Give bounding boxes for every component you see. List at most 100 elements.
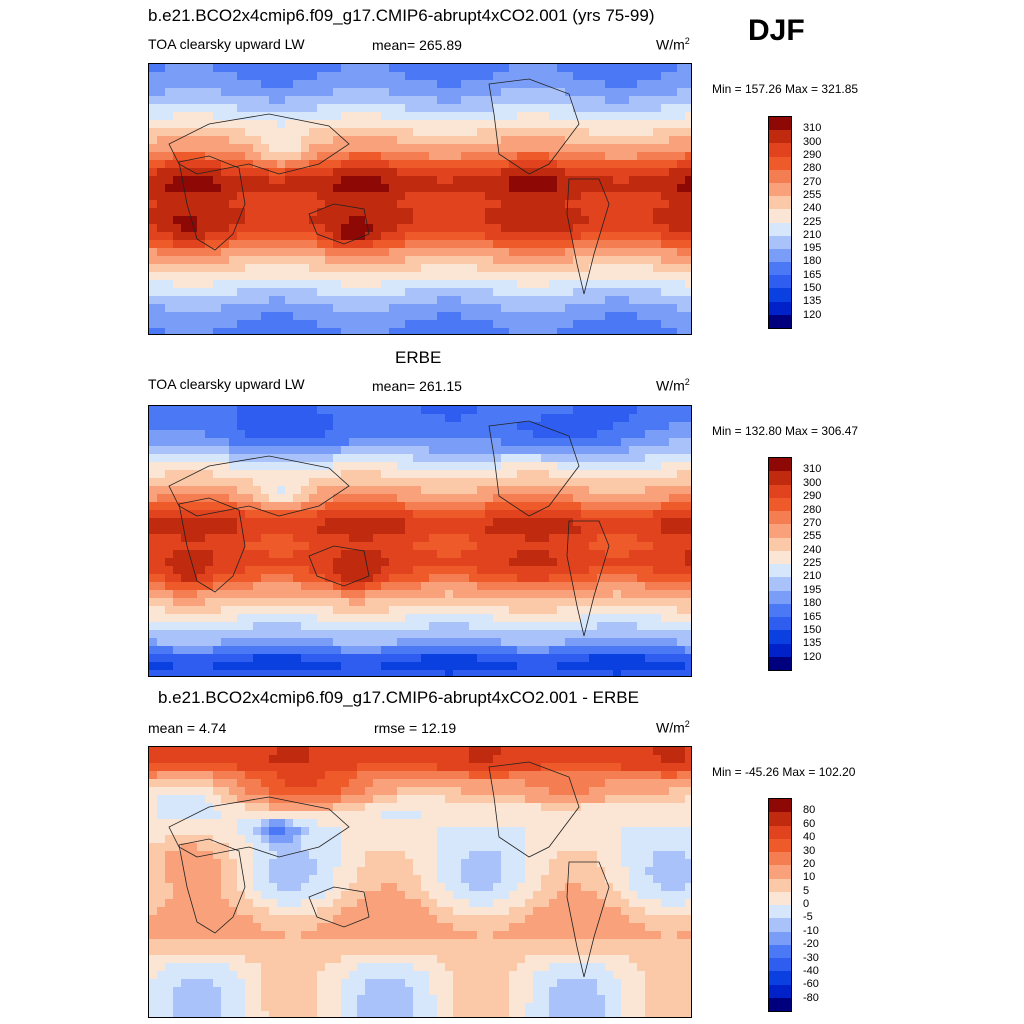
panel3-units: W/m2 — [656, 719, 690, 736]
panel1-units: W/m2 — [656, 36, 690, 53]
colorbar-label: 290 — [803, 490, 822, 503]
panel3-mean-label: mean = 4.74 — [148, 720, 227, 736]
panel3-rmse-label: rmse = 12.19 — [374, 720, 457, 736]
colorbar-label: 225 — [803, 557, 822, 569]
panel1-coastline — [178, 155, 246, 251]
season-label: DJF — [748, 14, 805, 47]
panel2-colorbar — [768, 457, 792, 671]
panel1-title: b.e21.BCO2x4cmip6.f09_g17.CMIP6-abrupt4x… — [148, 6, 655, 25]
colorbar-swatch — [769, 314, 791, 328]
colorbar-swatch — [769, 288, 791, 302]
colorbar-label: 255 — [803, 530, 822, 543]
colorbar-swatch — [769, 222, 791, 236]
panel1-colorbar — [768, 116, 792, 329]
colorbar-label: 150 — [803, 623, 822, 636]
colorbar-label: 10 — [803, 871, 816, 884]
colorbar-label: 180 — [803, 255, 822, 268]
colorbar-swatch — [769, 590, 791, 604]
colorbar-swatch — [769, 511, 791, 525]
panel1-variable-label: TOA clearsky upward LW — [148, 36, 305, 52]
colorbar-swatch — [769, 603, 791, 617]
colorbar-swatch — [769, 878, 791, 892]
panel2-variable-label: TOA clearsky upward LW — [148, 376, 305, 392]
colorbar-swatch — [769, 458, 791, 472]
colorbar-swatch — [769, 838, 791, 852]
panel3-coastline — [178, 838, 246, 934]
colorbar-label: 135 — [803, 637, 822, 650]
colorbar-label: 280 — [803, 503, 822, 516]
panel2-map — [148, 405, 692, 677]
colorbar-swatch — [769, 169, 791, 183]
colorbar-label: 150 — [803, 282, 822, 295]
panel1-coastline — [566, 178, 610, 295]
colorbar-swatch — [769, 997, 791, 1011]
colorbar-label: 20 — [803, 857, 816, 870]
colorbar-label: 240 — [803, 202, 822, 215]
panel1-map — [148, 63, 692, 335]
panel3-coastline — [308, 886, 370, 928]
colorbar-label: 80 — [803, 804, 816, 817]
panel3-colorbar — [768, 798, 792, 1012]
colorbar-swatch — [769, 275, 791, 289]
colorbar-swatch — [769, 852, 791, 866]
colorbar-label: 30 — [803, 844, 816, 857]
colorbar-swatch — [769, 537, 791, 551]
colorbar-label: 270 — [803, 516, 822, 529]
colorbar-label: 300 — [803, 135, 822, 148]
colorbar-label: 180 — [803, 597, 822, 610]
panel2-minmax: Min = 132.80 Max = 306.47 — [712, 424, 859, 438]
colorbar-label: 120 — [803, 650, 822, 663]
panel2-coastline — [178, 497, 246, 593]
colorbar-label: 290 — [803, 148, 822, 161]
colorbar-swatch — [769, 865, 791, 879]
colorbar-label: -80 — [803, 991, 819, 1004]
colorbar-label: 40 — [803, 831, 816, 844]
colorbar-swatch — [769, 643, 791, 657]
panel2-title: ERBE — [395, 348, 442, 367]
colorbar-swatch — [769, 958, 791, 972]
colorbar-label: 195 — [803, 583, 822, 596]
panel2-mean-label: mean= 261.15 — [372, 378, 462, 394]
panel1-coastline — [168, 113, 350, 175]
colorbar-label: 195 — [803, 242, 822, 255]
colorbar-label: 60 — [803, 817, 816, 830]
colorbar-swatch — [769, 564, 791, 578]
colorbar-label: 310 — [803, 463, 822, 476]
colorbar-label: -40 — [803, 964, 819, 977]
colorbar-swatch — [769, 825, 791, 839]
panel2-coastline — [168, 455, 350, 517]
colorbar-swatch — [769, 891, 791, 905]
colorbar-swatch — [769, 971, 791, 985]
colorbar-swatch — [769, 209, 791, 223]
colorbar-swatch — [769, 262, 791, 276]
colorbar-label: 240 — [803, 543, 822, 556]
panel3-minmax: Min = -45.26 Max = 102.20 — [712, 765, 856, 779]
colorbar-swatch — [769, 301, 791, 315]
colorbar-swatch — [769, 484, 791, 498]
colorbar-swatch — [769, 471, 791, 485]
colorbar-swatch — [769, 143, 791, 157]
colorbar-swatch — [769, 156, 791, 170]
colorbar-label: 210 — [803, 570, 822, 583]
colorbar-swatch — [769, 577, 791, 591]
colorbar-swatch — [769, 196, 791, 210]
colorbar-swatch — [769, 524, 791, 538]
colorbar-label: 0 — [803, 898, 810, 910]
colorbar-label: -10 — [803, 924, 819, 937]
colorbar-label: 165 — [803, 610, 822, 623]
colorbar-swatch — [769, 117, 791, 131]
colorbar-swatch — [769, 984, 791, 998]
colorbar-label: 300 — [803, 476, 822, 489]
colorbar-label: 255 — [803, 188, 822, 201]
colorbar-swatch — [769, 918, 791, 932]
panel1-mean-label: mean= 265.89 — [372, 37, 462, 53]
colorbar-label: 210 — [803, 228, 822, 241]
panel3-title: b.e21.BCO2x4cmip6.f09_g17.CMIP6-abrupt4x… — [158, 688, 639, 707]
colorbar-swatch — [769, 931, 791, 945]
panel2-coastline — [566, 520, 610, 637]
panel3-map — [148, 746, 692, 1018]
panel2-units: W/m2 — [656, 377, 690, 394]
colorbar-swatch — [769, 812, 791, 826]
colorbar-swatch — [769, 799, 791, 813]
colorbar-label: -30 — [803, 951, 819, 964]
